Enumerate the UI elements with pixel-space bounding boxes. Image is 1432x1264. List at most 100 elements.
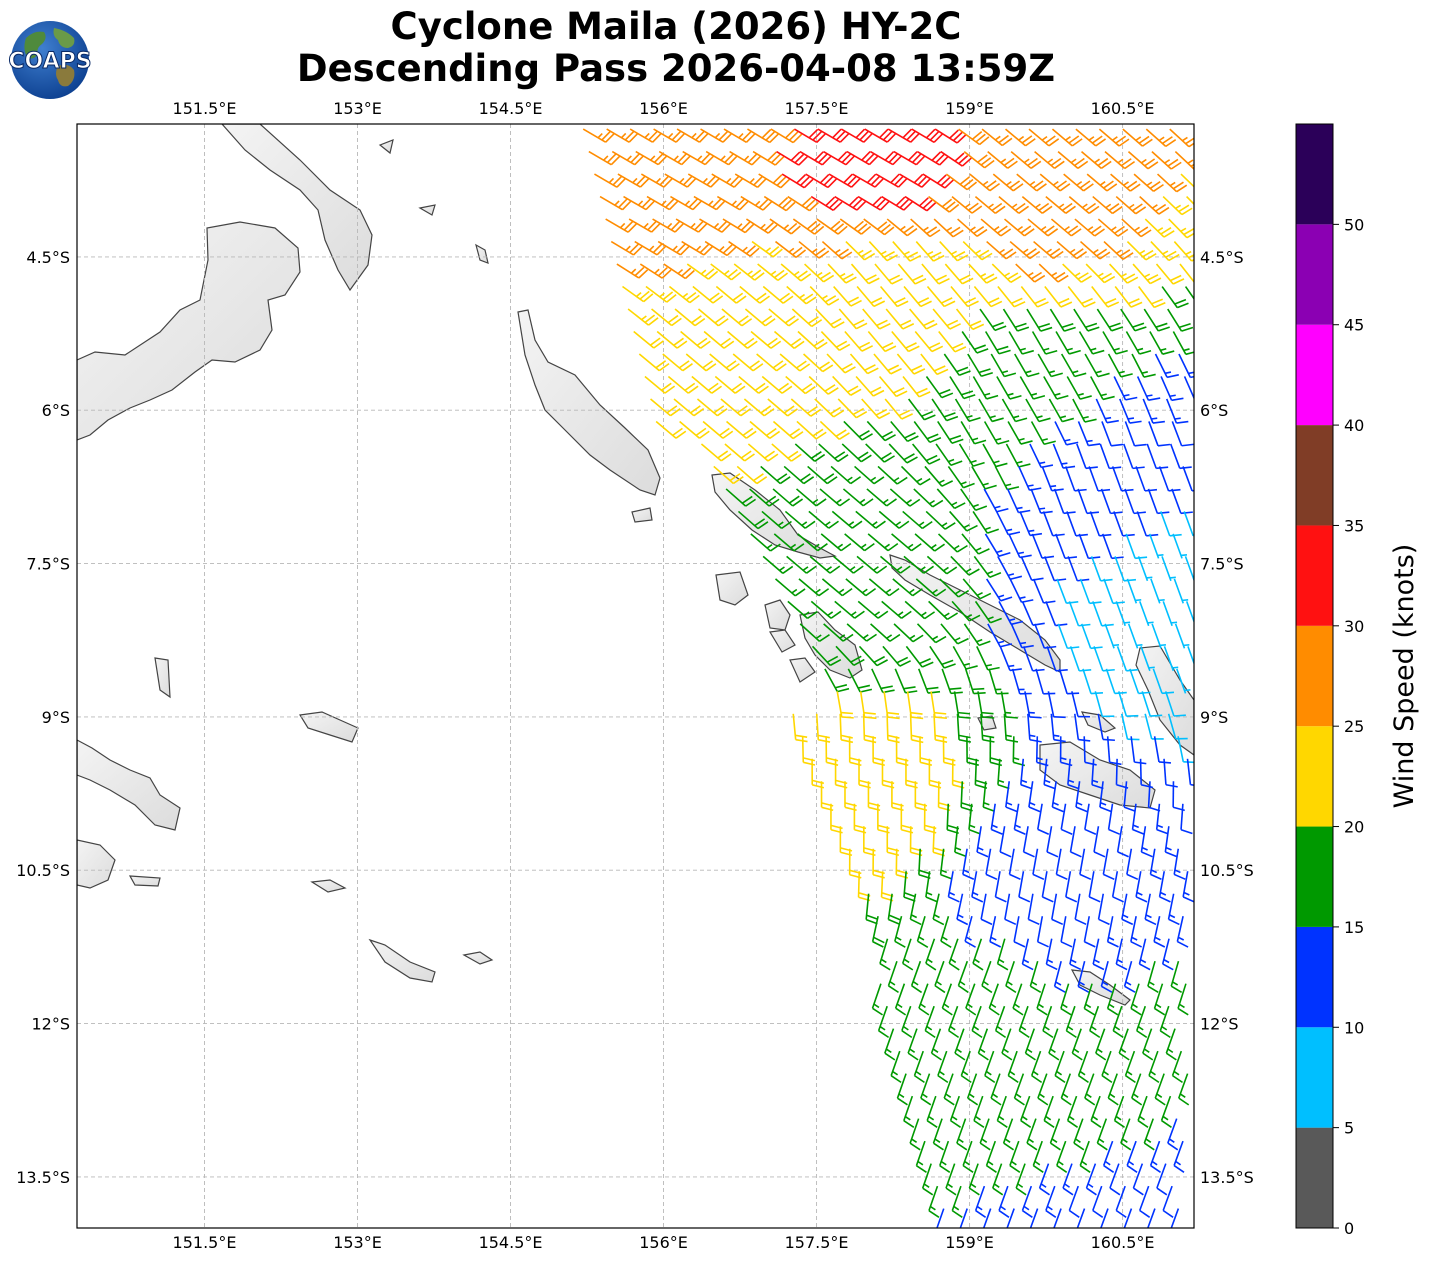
wind-barb — [1022, 826, 1035, 858]
wind-barb — [1068, 195, 1100, 214]
wind-barb — [1120, 713, 1140, 741]
wind-barb — [926, 1095, 938, 1128]
wind-barb — [1049, 308, 1076, 332]
wind-barb — [1030, 488, 1053, 514]
lat-tick-label-left: 4.5°S — [26, 248, 70, 267]
wind-barb — [1158, 871, 1171, 903]
wind-barb — [909, 308, 938, 330]
wind-barb — [1022, 646, 1045, 672]
wind-barb — [761, 510, 792, 530]
wind-barb — [1097, 713, 1115, 742]
wind-barb — [968, 803, 981, 835]
wind-barb — [1182, 466, 1194, 492]
wind-barb — [958, 128, 990, 146]
wind-barb — [881, 195, 913, 211]
wind-barb — [843, 420, 873, 441]
wind-barb — [935, 443, 963, 467]
wind-barb — [949, 376, 976, 400]
lon-tick-label-bottom: 156°E — [639, 1233, 688, 1252]
wind-barb — [1062, 1163, 1074, 1196]
wind-barb — [1053, 1208, 1062, 1228]
wind-barb — [1155, 803, 1169, 835]
wind-barb — [1051, 893, 1064, 926]
wind-barb — [886, 713, 900, 744]
wind-barb — [639, 263, 672, 279]
wind-barb — [865, 893, 879, 925]
map-title: Cyclone Maila (2026) HY-2C Descending Pa… — [0, 6, 1352, 90]
wind-barb — [893, 150, 926, 166]
lat-tick-label-right: 13.5°S — [1200, 1168, 1254, 1187]
wind-barb — [673, 398, 705, 417]
wind-barb — [783, 465, 815, 485]
wind-barb — [763, 195, 796, 212]
wind-barb — [1174, 151, 1194, 170]
wind-barb — [941, 983, 953, 1016]
wind-barb — [920, 353, 949, 376]
wind-barb — [954, 826, 967, 858]
wind-barb — [787, 195, 819, 212]
wind-barb — [1171, 421, 1194, 447]
wind-barb — [918, 983, 930, 1016]
wind-barb — [875, 173, 908, 188]
wind-barb — [691, 375, 723, 394]
wind-barb — [1107, 803, 1120, 835]
earth-globe-logo: COAPS — [8, 21, 92, 99]
wind-barb — [980, 218, 1012, 237]
wind-barb — [924, 465, 954, 487]
wind-barb — [634, 240, 667, 256]
wind-barb — [797, 533, 828, 552]
wind-barb — [1160, 511, 1182, 537]
wind-barb — [828, 173, 861, 188]
wind-barb — [1096, 308, 1124, 332]
wind-barb — [887, 960, 899, 994]
wind-barb — [979, 308, 1007, 332]
wind-barb — [992, 173, 1024, 192]
wind-barb — [786, 555, 817, 574]
wind-barb — [1142, 398, 1165, 424]
wind-barb — [1013, 1073, 1025, 1106]
wind-barb — [1167, 713, 1188, 740]
wind-barb — [969, 173, 1001, 192]
wind-barb — [994, 466, 1020, 491]
wind-barb — [855, 375, 885, 397]
land-layer — [77, 124, 1194, 1006]
wind-barb — [1093, 646, 1115, 672]
wind-barb — [928, 195, 960, 213]
wind-barb — [769, 218, 801, 235]
wind-barb — [723, 128, 756, 143]
wind-barb — [1043, 556, 1067, 582]
wind-barb — [1127, 623, 1143, 649]
wind-barb — [1032, 848, 1045, 881]
wind-barb — [824, 668, 850, 693]
wind-barb — [887, 128, 920, 143]
wind-barb — [901, 938, 914, 971]
wind-barb — [939, 1140, 951, 1173]
wind-barb — [1036, 983, 1048, 1016]
wind-barb — [1089, 1005, 1101, 1039]
wind-barb — [1098, 128, 1130, 147]
wind-barb — [998, 601, 1024, 626]
wind-barb — [726, 420, 757, 439]
wind-barb — [937, 1050, 949, 1084]
wind-barb — [847, 668, 873, 693]
wind-barb — [1066, 1095, 1079, 1129]
wind-barb — [854, 465, 885, 485]
wind-barb — [1020, 286, 1049, 308]
wind-barb — [1131, 803, 1144, 835]
wind-barb — [900, 465, 931, 486]
wind-barb — [1103, 240, 1134, 260]
wind-barb — [1092, 938, 1105, 971]
wind-barb — [773, 533, 805, 552]
wind-barb — [1028, 781, 1041, 813]
wind-barb — [916, 150, 949, 166]
wind-barb — [921, 263, 950, 285]
wind-barb — [1122, 128, 1153, 147]
wind-barb — [809, 285, 840, 306]
wind-barb — [866, 420, 896, 442]
wind-barb — [1071, 1028, 1083, 1061]
wind-barb — [1102, 848, 1115, 881]
wind-barb — [818, 443, 849, 463]
colorbar-bin — [1296, 826, 1333, 927]
wind-barb — [840, 128, 873, 143]
wind-barb — [1010, 150, 1042, 169]
